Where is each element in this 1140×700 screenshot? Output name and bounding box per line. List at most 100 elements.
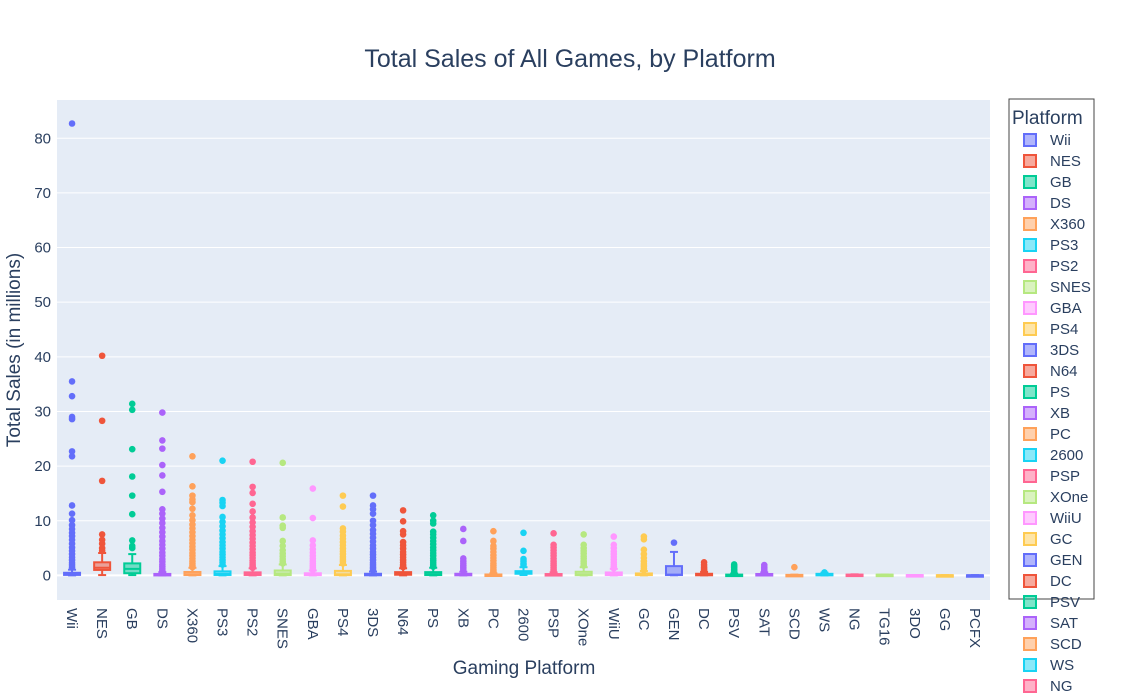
box-ps3 [213, 457, 232, 577]
outlier-point [219, 513, 226, 521]
legend-swatch [1023, 595, 1037, 609]
outlier-point [730, 569, 738, 577]
legend-item-ps[interactable]: PS [1023, 384, 1070, 401]
y-tick-label: 20 [34, 458, 51, 475]
y-tick-label: 50 [34, 294, 51, 311]
legend-swatch [1023, 658, 1037, 672]
outlier-point [249, 483, 256, 491]
outlier-point [68, 516, 76, 524]
outlier-point [399, 563, 407, 571]
x-tick-label: PCFX [966, 608, 983, 648]
legend-label: NES [1050, 153, 1081, 170]
legend-label: PS [1050, 384, 1070, 401]
legend-label: XB [1050, 405, 1070, 422]
legend-item-ng[interactable]: NG [1023, 678, 1073, 695]
x-tick-label: PS3 [214, 608, 231, 636]
outlier-point [68, 120, 76, 127]
box-gba [303, 485, 322, 577]
box-ng [845, 573, 864, 578]
legend-item-gc[interactable]: GC [1023, 531, 1073, 548]
legend-item-psp[interactable]: PSP [1023, 468, 1080, 485]
outlier-point [159, 519, 166, 527]
outlier-point [128, 406, 136, 414]
legend-item-nes[interactable]: NES [1023, 153, 1081, 170]
outlier-point [98, 531, 106, 538]
outlier-point [128, 473, 136, 480]
outlier-point [159, 445, 166, 452]
outlier-point [159, 488, 166, 496]
x-tick-label: WS [815, 608, 832, 632]
y-tick-label: 0 [43, 567, 51, 584]
legend-label: NG [1050, 678, 1073, 695]
box-ps2 [243, 458, 262, 577]
legend-item-sat[interactable]: SAT [1023, 615, 1078, 632]
x-tick-label: PSP [545, 608, 562, 638]
box-3do [905, 574, 924, 578]
legend-swatch [1023, 679, 1037, 693]
plot-area [57, 100, 990, 600]
legend-item-ps4[interactable]: PS4 [1023, 321, 1078, 338]
legend-label: N64 [1050, 363, 1078, 380]
outlier-point [68, 502, 76, 509]
legend-item-ds[interactable]: DS [1023, 195, 1071, 212]
legend-swatch [1023, 364, 1037, 378]
legend-item-n64[interactable]: N64 [1023, 363, 1078, 380]
legend-label: WiiU [1050, 510, 1082, 527]
chart-title: Total Sales of All Games, by Platform [364, 45, 775, 73]
legend-swatch [1023, 574, 1037, 588]
box-ds [153, 409, 172, 577]
legend-item-scd[interactable]: SCD [1023, 636, 1082, 653]
y-tick-label: 30 [34, 403, 51, 420]
legend-item-wiiu[interactable]: WiiU [1023, 510, 1082, 527]
outlier-point [399, 518, 407, 525]
legend-item-gen[interactable]: GEN [1023, 552, 1083, 569]
legend-item-psv[interactable]: PSV [1023, 594, 1080, 611]
legend-item-x360[interactable]: X360 [1023, 216, 1085, 233]
legend-item-3ds[interactable]: 3DS [1023, 342, 1079, 359]
x-tick-label: TG16 [876, 608, 893, 646]
outlier-point [68, 392, 76, 400]
legend-item-ws[interactable]: WS [1023, 657, 1074, 674]
x-tick-label: 3DO [906, 608, 923, 639]
box-n64 [394, 507, 413, 577]
outlier-point [219, 561, 226, 568]
outlier-point [460, 567, 467, 574]
legend-swatch [1023, 133, 1037, 147]
x-tick-label: NG [846, 608, 863, 631]
outlier-point [520, 529, 527, 537]
outlier-point [640, 536, 648, 543]
legend-item-2600[interactable]: 2600 [1023, 447, 1083, 464]
outlier-point [279, 560, 287, 567]
x-tick-label: GBA [304, 608, 321, 640]
legend-item-xb[interactable]: XB [1023, 405, 1070, 422]
outlier-point [821, 569, 828, 576]
x-tick-labels: Wii NES GB DS X360 PS3 PS2 SNES GBA PS4 3DS N64 PS XB… [63, 608, 983, 649]
box-psv [725, 561, 744, 578]
legend-label: 2600 [1050, 447, 1083, 464]
x-tick-label: N64 [394, 608, 411, 636]
box-gc [634, 533, 653, 577]
x-tick-label: PS2 [244, 608, 261, 636]
legend-item-ps3[interactable]: PS3 [1023, 237, 1078, 254]
legend-swatch [1023, 469, 1037, 483]
legend-label: SNES [1050, 279, 1091, 296]
legend-item-snes[interactable]: SNES [1023, 279, 1091, 296]
outlier-point [98, 477, 106, 485]
legend-item-xone[interactable]: XOne [1023, 489, 1088, 506]
outlier-point [369, 521, 377, 529]
legend-item-dc[interactable]: DC [1023, 573, 1072, 590]
legend-item-ps2[interactable]: PS2 [1023, 258, 1078, 275]
legend-swatch [1023, 238, 1037, 252]
legend-item-wii[interactable]: Wii [1023, 132, 1071, 149]
outlier-point [279, 524, 287, 532]
legend-item-gba[interactable]: GBA [1023, 300, 1082, 317]
outlier-point [279, 514, 287, 521]
legend-item-gb[interactable]: GB [1023, 174, 1072, 191]
legend-label: DC [1050, 573, 1072, 590]
legend-swatch [1023, 385, 1037, 399]
x-tick-label: SNES [274, 608, 291, 649]
legend-label: PS3 [1050, 237, 1078, 254]
outlier-point [429, 520, 437, 527]
legend-item-pc[interactable]: PC [1023, 426, 1071, 443]
outlier-point [460, 525, 467, 533]
